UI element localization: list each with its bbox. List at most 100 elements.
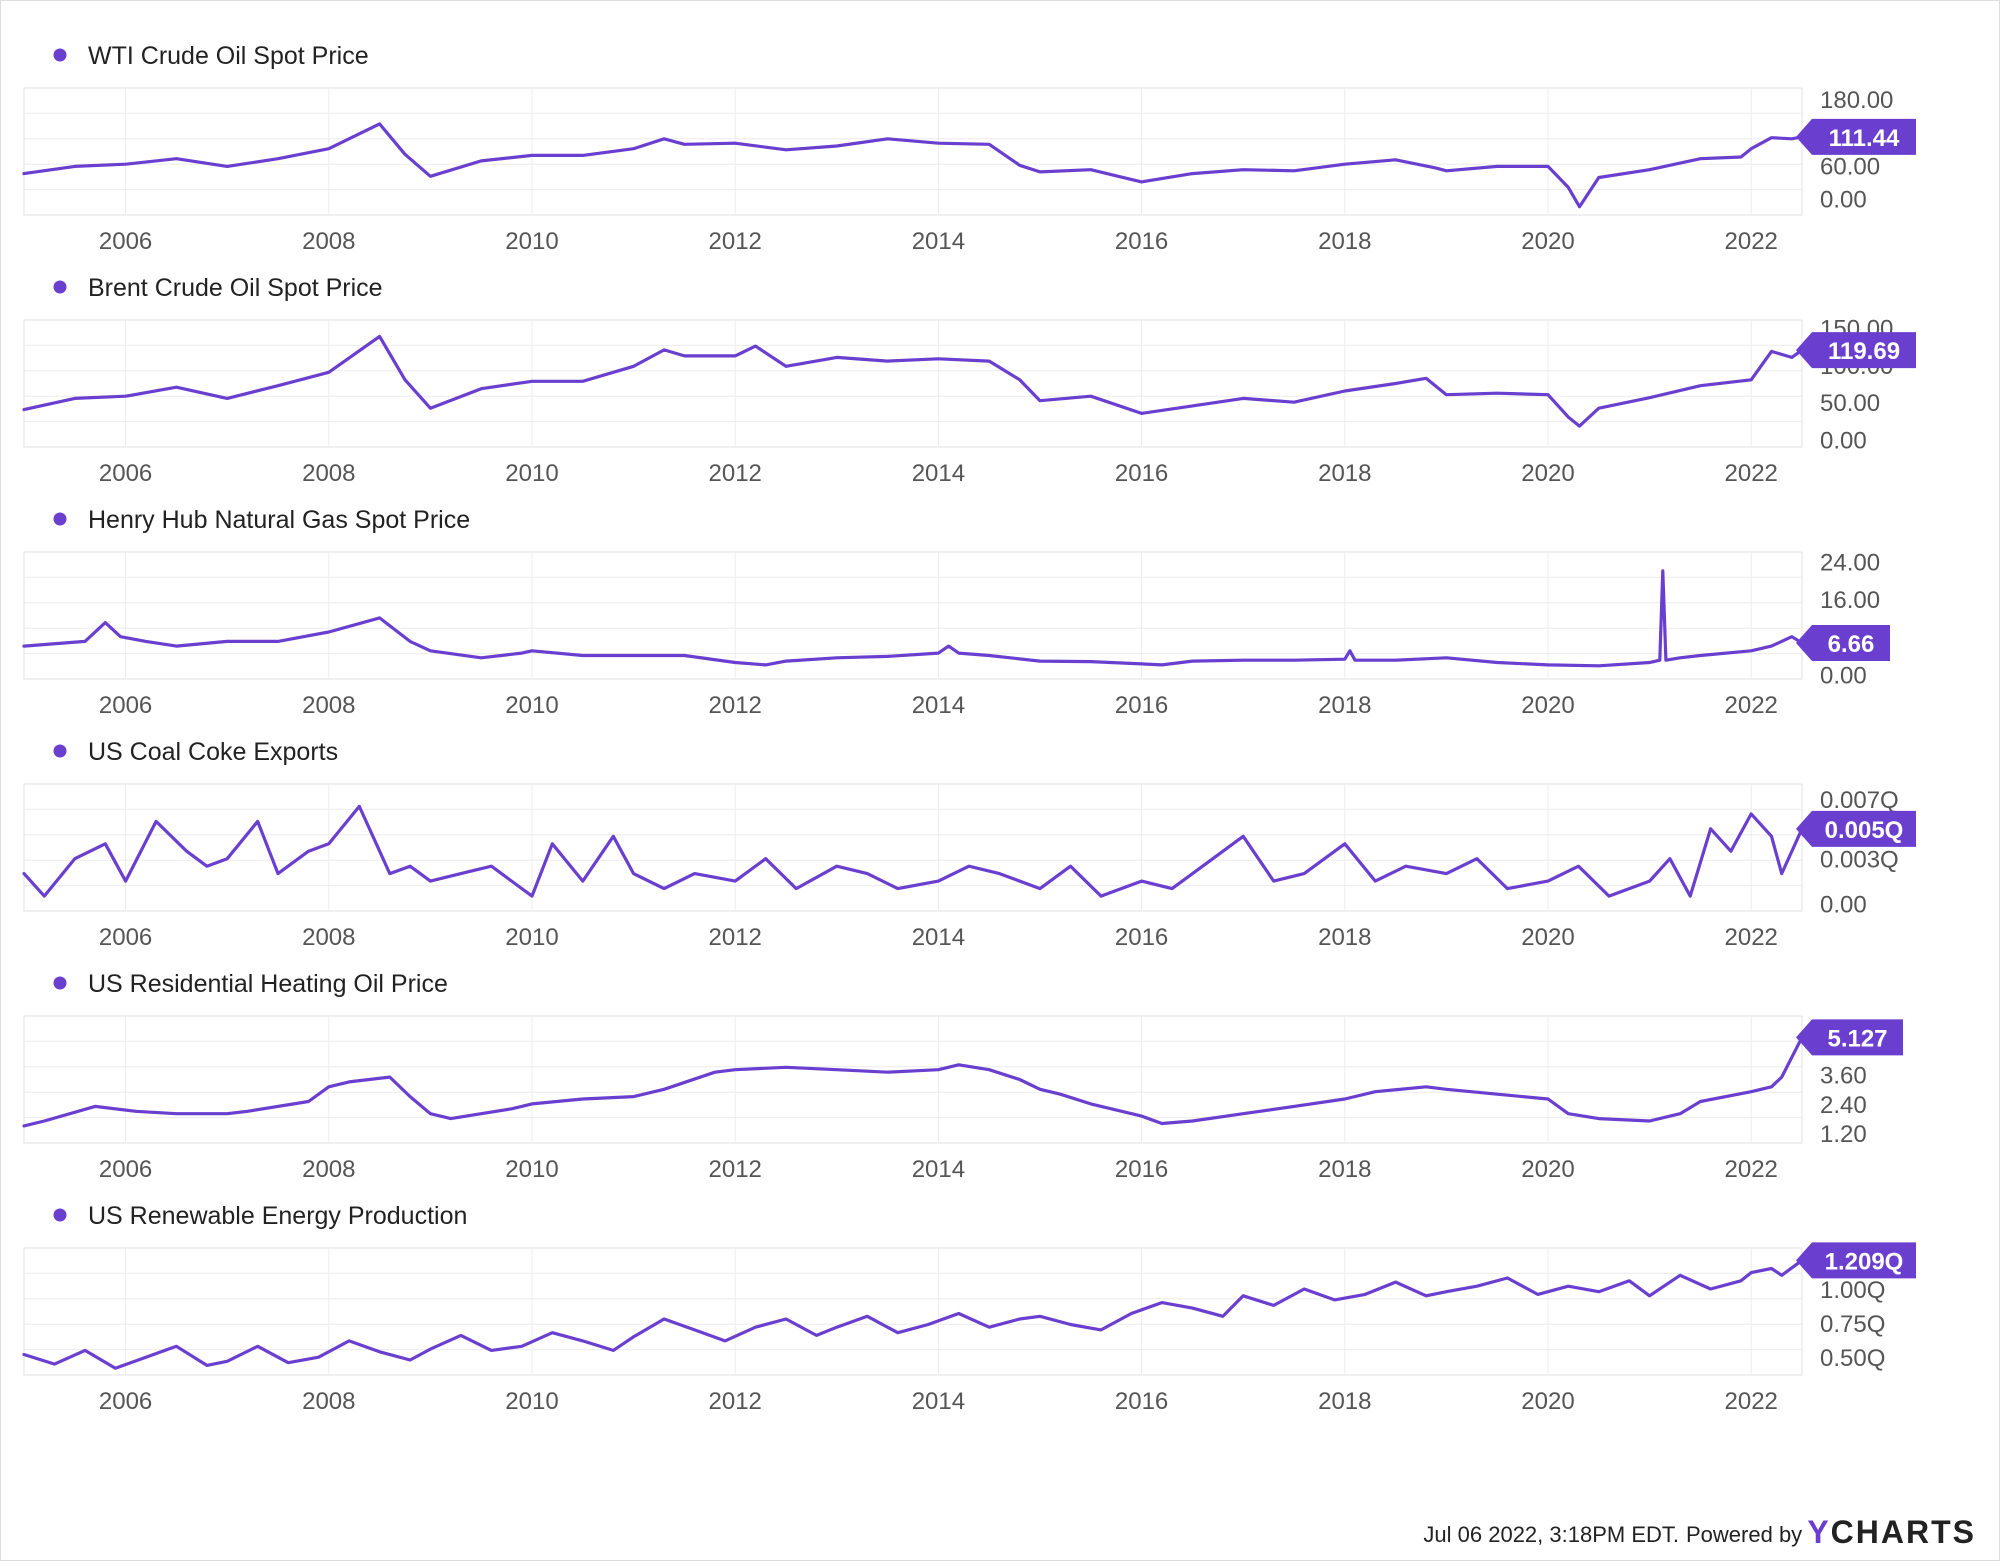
x-tick-label: 2022 xyxy=(1725,228,1778,255)
y-tick-label: 60.00 xyxy=(1820,153,1880,180)
chart-panel: Brent Crude Oil Spot Price 2006 2008 2010 20… xyxy=(22,274,1916,487)
last-value-badge: 119.69 xyxy=(1796,332,1916,369)
x-tick-label: 2010 xyxy=(505,460,558,487)
series-line xyxy=(22,804,1804,898)
x-tick-label: 2010 xyxy=(505,228,558,255)
x-tick-label: 2016 xyxy=(1115,1156,1168,1183)
x-tick-label: 2008 xyxy=(302,1156,355,1183)
x-tick-label: 2010 xyxy=(505,1156,558,1183)
series-line xyxy=(22,1258,1804,1370)
series-line xyxy=(22,569,1804,668)
legend-marker xyxy=(53,48,67,62)
y-tick-label: 0.50Q xyxy=(1820,1345,1885,1372)
x-tick-label: 2020 xyxy=(1521,692,1574,719)
x-tick-label: 2020 xyxy=(1521,1388,1574,1415)
series-line xyxy=(22,1035,1804,1128)
x-tick-label: 2020 xyxy=(1521,924,1574,951)
x-tick-label: 2008 xyxy=(302,692,355,719)
last-value-badge: 0.005Q xyxy=(1796,810,1916,847)
last-value-label: 5.127 xyxy=(1827,1025,1887,1052)
x-tick-label: 2016 xyxy=(1115,1388,1168,1415)
chart-panel: US Renewable Energy Production 2006 2008 20… xyxy=(22,1202,1916,1415)
x-tick-label: 2014 xyxy=(912,460,965,487)
legend-label: Brent Crude Oil Spot Price xyxy=(88,274,383,302)
y-tick-label: 0.007Q xyxy=(1820,787,1899,814)
x-tick-label: 2006 xyxy=(99,1388,152,1415)
chart-panel: WTI Crude Oil Spot Price 2006 2008 2010 2012… xyxy=(22,42,1916,255)
x-tick-label: 2014 xyxy=(912,1388,965,1415)
last-value-badge-shape xyxy=(1796,332,1916,369)
legend-marker xyxy=(53,744,67,758)
last-value-label: 6.66 xyxy=(1828,631,1875,658)
last-value-badge-shape xyxy=(1796,810,1916,847)
x-tick-label: 2018 xyxy=(1318,692,1371,719)
y-tick-label: 0.00 xyxy=(1820,428,1867,455)
x-tick-label: 2016 xyxy=(1115,692,1168,719)
last-value-badge: 1.209Q xyxy=(1796,1242,1916,1279)
x-tick-label: 2018 xyxy=(1318,1156,1371,1183)
x-tick-label: 2014 xyxy=(912,228,965,255)
x-tick-label: 2006 xyxy=(99,460,152,487)
x-tick-label: 2012 xyxy=(709,1156,762,1183)
plot-frame xyxy=(23,783,1803,912)
x-tick-label: 2010 xyxy=(505,924,558,951)
x-tick-label: 2014 xyxy=(912,692,965,719)
legend-marker xyxy=(53,512,67,526)
footer-powered-by: Powered by xyxy=(1686,1522,1802,1547)
x-tick-label: 2020 xyxy=(1521,460,1574,487)
x-tick-label: 2016 xyxy=(1115,924,1168,951)
x-tick-label: 2020 xyxy=(1521,1156,1574,1183)
last-value-badge-shape xyxy=(1796,118,1916,155)
last-value-badge-shape xyxy=(1796,1019,1903,1056)
last-value-label: 0.005Q xyxy=(1825,817,1904,844)
x-tick-label: 2016 xyxy=(1115,228,1168,255)
last-value-badge: 6.66 xyxy=(1796,624,1890,661)
y-tick-label: 0.00 xyxy=(1820,662,1867,689)
x-tick-label: 2012 xyxy=(709,1388,762,1415)
plot-frame xyxy=(23,551,1803,680)
last-value-badge: 111.44 xyxy=(1796,118,1916,155)
y-tick-label: 0.003Q xyxy=(1820,847,1899,874)
series-line xyxy=(22,122,1804,209)
x-tick-label: 2022 xyxy=(1725,692,1778,719)
x-tick-label: 2006 xyxy=(99,1156,152,1183)
legend-label: US Coal Coke Exports xyxy=(88,738,338,766)
y-tick-label: 2.40 xyxy=(1820,1092,1867,1119)
legend-label: WTI Crude Oil Spot Price xyxy=(88,42,369,70)
footer-timestamp: Jul 06 2022, 3:18PM EDT. xyxy=(1423,1522,1679,1547)
last-value-label: 111.44 xyxy=(1829,125,1900,152)
x-tick-label: 2022 xyxy=(1725,1156,1778,1183)
x-tick-label: 2022 xyxy=(1725,1388,1778,1415)
y-tick-label: 1.00Q xyxy=(1820,1277,1885,1304)
last-value-badge-shape xyxy=(1796,624,1890,661)
x-tick-label: 2006 xyxy=(99,924,152,951)
x-tick-label: 2010 xyxy=(505,1388,558,1415)
y-tick-label: 1.20 xyxy=(1820,1121,1867,1148)
x-tick-label: 2018 xyxy=(1318,228,1371,255)
footer: Jul 06 2022, 3:18PM EDT. Powered by YCHA… xyxy=(1423,1514,1976,1550)
legend-marker xyxy=(53,1208,67,1222)
x-tick-label: 2022 xyxy=(1725,924,1778,951)
x-tick-label: 2006 xyxy=(99,228,152,255)
y-tick-label: 0.00 xyxy=(1820,186,1867,213)
chart-panel: US Coal Coke Exports 2006 2008 2010 2012 2014… xyxy=(22,738,1916,951)
legend-label: Henry Hub Natural Gas Spot Price xyxy=(88,506,470,534)
x-tick-label: 2008 xyxy=(302,924,355,951)
ycharts-logo-rest: CHARTS xyxy=(1831,1514,1976,1550)
last-value-label: 1.209Q xyxy=(1825,1248,1904,1275)
x-tick-label: 2016 xyxy=(1115,460,1168,487)
x-tick-label: 2008 xyxy=(302,460,355,487)
x-tick-label: 2008 xyxy=(302,1388,355,1415)
x-tick-label: 2012 xyxy=(709,228,762,255)
ycharts-logo[interactable]: YCHARTS xyxy=(1807,1514,1976,1550)
y-tick-label: 0.00 xyxy=(1820,892,1867,919)
x-tick-label: 2008 xyxy=(302,228,355,255)
x-tick-label: 2012 xyxy=(709,924,762,951)
x-tick-label: 2018 xyxy=(1318,460,1371,487)
chart-panel: Henry Hub Natural Gas Spot Price 2006 2008… xyxy=(22,506,1890,719)
ycharts-logo-y: Y xyxy=(1807,1514,1830,1550)
plot-frame xyxy=(23,1247,1803,1376)
last-value-badge: 5.127 xyxy=(1796,1019,1903,1056)
x-tick-label: 2018 xyxy=(1318,924,1371,951)
